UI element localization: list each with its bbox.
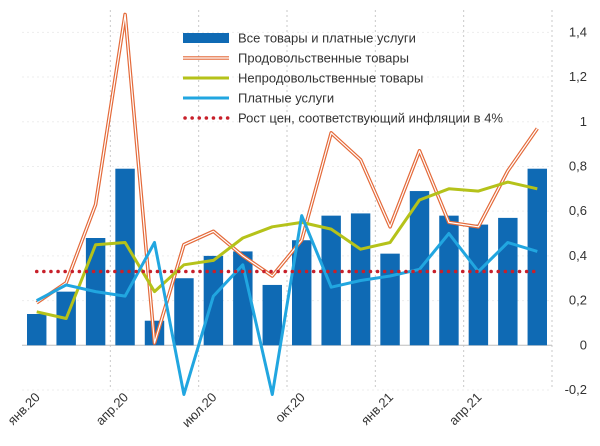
y-tick-label: 0,8 <box>569 158 587 173</box>
legend-label: Все товары и платные услуги <box>238 31 416 46</box>
y-tick-label: 0,2 <box>569 293 587 308</box>
x-tick-label: янв.20 <box>5 390 43 428</box>
bar <box>292 240 312 346</box>
bar <box>527 168 547 346</box>
x-tick-label: апр.21 <box>446 390 485 429</box>
x-axis-tick-labels: янв.20 апр.20 июл.20 окт.20 янв.21 апр.21 <box>5 390 485 431</box>
y-tick-label: 0,6 <box>569 203 587 218</box>
bar <box>468 224 489 346</box>
legend-label: Платные услуги <box>238 91 334 106</box>
bar <box>262 284 282 346</box>
bar <box>174 278 194 346</box>
y-axis-tick-labels: -0,2 0 0,2 0,4 0,6 0,8 1 1,2 1,4 <box>565 24 587 397</box>
x-tick-label: янв.21 <box>358 390 396 428</box>
legend-label: Продовольственные товары <box>238 51 409 66</box>
series-line <box>36 180 538 320</box>
bar <box>439 215 459 346</box>
bar <box>233 251 253 346</box>
legend: Все товары и платные услуги Продовольстве… <box>183 31 503 126</box>
legend-label: Непродовольственные товары <box>238 71 423 86</box>
bar <box>498 217 518 346</box>
y-tick-label: 1 <box>580 114 587 129</box>
bar <box>27 314 47 346</box>
y-tick-label: 0,4 <box>569 248 587 263</box>
x-tick-label: окт.20 <box>272 390 308 426</box>
bar <box>115 168 135 346</box>
bar <box>380 253 400 346</box>
y-tick-label: 1,4 <box>569 24 587 39</box>
y-tick-label: -0,2 <box>565 382 587 397</box>
series-line-food-inner <box>36 13 538 344</box>
y-tick-label: 0 <box>580 337 587 352</box>
legend-label: Рост цен, соответствующий инфляции в 4% <box>238 111 503 126</box>
bar <box>321 215 341 346</box>
y-tick-label: 1,2 <box>569 69 587 84</box>
x-tick-label: июл.20 <box>179 390 220 431</box>
legend-swatch-bar <box>183 33 229 43</box>
line-series <box>34 12 540 396</box>
x-tick-label: апр.20 <box>93 390 132 429</box>
series-line <box>35 214 538 396</box>
